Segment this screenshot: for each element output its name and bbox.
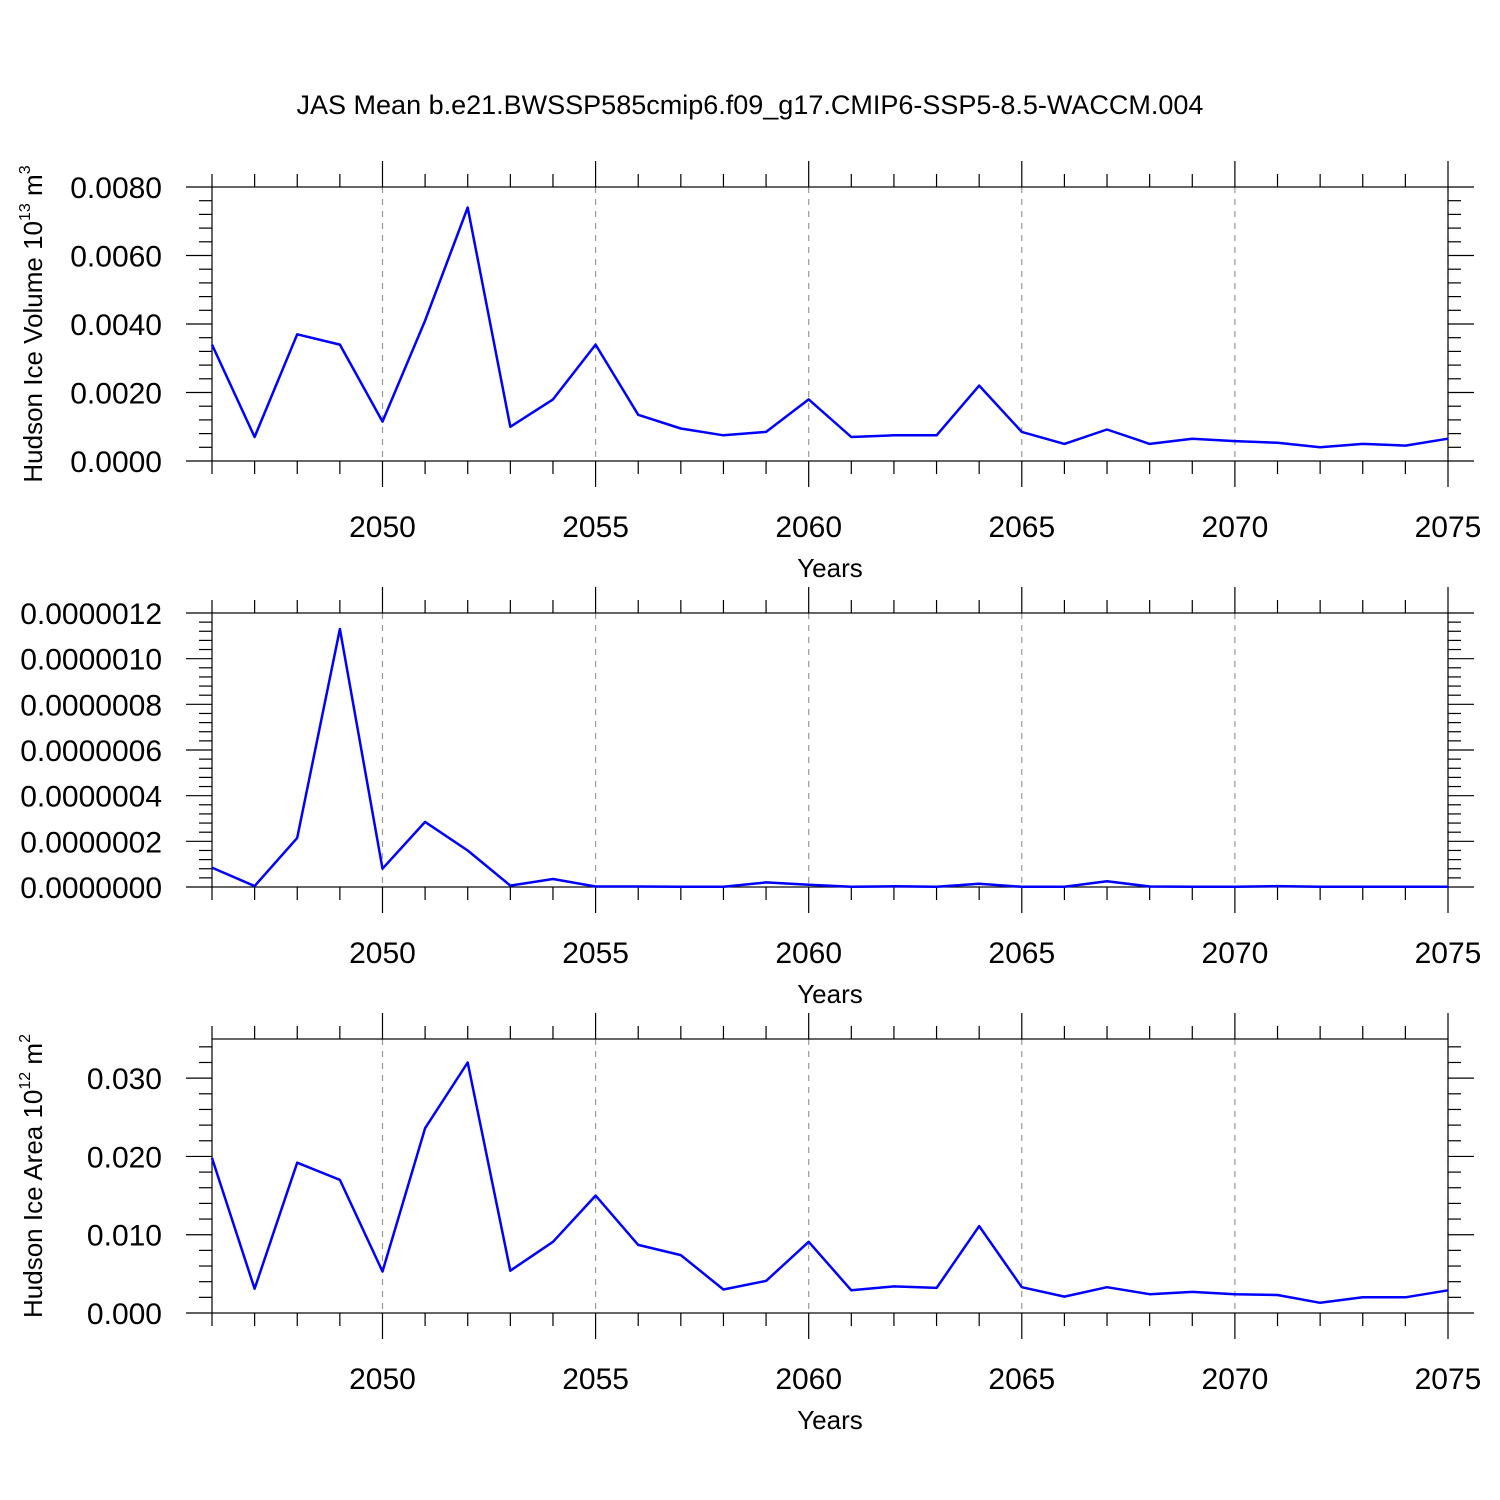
- series-line: [210, 206, 1449, 449]
- y-axis-label-exponent: 12: [17, 1072, 34, 1090]
- y-axis-label: Hudson Ice Volume 1013 m3: [17, 165, 48, 482]
- x-tick-label: 2055: [562, 511, 629, 544]
- y-tick-label: 0.0020: [70, 378, 162, 411]
- x-tick-label: 2065: [988, 1363, 1055, 1396]
- y-axis-label-unit: m: [18, 1043, 48, 1072]
- x-axis-label: Years: [797, 1405, 863, 1435]
- y-axis-label-unit-exponent: 3: [17, 165, 34, 174]
- chart-panel-1: 2050 2055 2060 2065 2070 2075 Years 0.0000 0.002…: [17, 161, 1481, 583]
- plot-frame: [211, 1038, 1449, 1314]
- y-tick-label: 0.030: [87, 1063, 162, 1096]
- y-axis-label-text: Hudson Ice Area 10: [18, 1090, 48, 1318]
- y-tick-label: 0.0000: [70, 446, 162, 479]
- y-tick-label: 0.020: [87, 1141, 162, 1174]
- x-axis-label: Years: [797, 979, 863, 1009]
- x-tick-label: 2070: [1202, 937, 1269, 970]
- x-tick-label: 2075: [1415, 511, 1482, 544]
- y-tick-label: 0.0000010: [20, 644, 162, 677]
- chart-panel-2: 2050 2055 2060 2065 2070 2075 Years 0.0000000 0.…: [20, 587, 1481, 1009]
- x-tick-label: 2075: [1415, 1363, 1482, 1396]
- y-axis-label-unit: m: [18, 174, 48, 203]
- x-tick-label: 2060: [775, 937, 842, 970]
- y-tick-label: 0.0000004: [20, 781, 162, 814]
- x-tick-label: 2065: [988, 937, 1055, 970]
- x-tick-label: 2065: [988, 511, 1055, 544]
- y-tick-label: 0.0080: [70, 172, 162, 205]
- y-axis-label-text: Hudson Ice Volume 10: [18, 221, 48, 483]
- y-tick-label: 0.010: [87, 1220, 162, 1253]
- plot-frame: [211, 186, 1449, 462]
- x-tick-label: 2060: [775, 511, 842, 544]
- y-tick-label: 0.0040: [70, 309, 162, 342]
- x-tick-label: 2050: [349, 1363, 416, 1396]
- chart-title: JAS Mean b.e21.BWSSP585cmip6.f09_g17.CMI…: [297, 90, 1204, 120]
- x-tick-label: 2070: [1202, 1363, 1269, 1396]
- y-axis-label-unit-exponent: 2: [17, 1034, 34, 1043]
- x-tick-label: 2060: [775, 1363, 842, 1396]
- x-tick-label: 2070: [1202, 511, 1269, 544]
- x-tick-label: 2055: [562, 1363, 629, 1396]
- x-tick-label: 2050: [349, 511, 416, 544]
- series-line: [211, 627, 1448, 889]
- x-tick-label: 2055: [562, 937, 629, 970]
- x-tick-label: 2050: [349, 937, 416, 970]
- y-tick-label: 0.0000012: [20, 598, 162, 631]
- y-tick-label: 0.0000008: [20, 689, 162, 722]
- y-tick-label: 0.0000002: [20, 826, 162, 859]
- chart-panel-3: 2050 2055 2060 2065 2070 2075 Years 0.000 0.010 0…: [17, 1013, 1481, 1435]
- y-tick-label: 0.0060: [70, 241, 162, 274]
- y-tick-label: 0.0000006: [20, 735, 162, 768]
- y-axis-label-exponent: 13: [17, 203, 34, 221]
- plot-frame: [211, 612, 1449, 888]
- chart-panels: 2050 2055 2060 2065 2070 2075 Years 0.0000 0.002…: [17, 161, 1481, 1435]
- y-tick-label: 0.0000000: [20, 872, 162, 905]
- y-tick-label: 0.000: [87, 1298, 162, 1331]
- x-axis-label: Years: [797, 553, 863, 583]
- series-line: [210, 1061, 1449, 1305]
- y-axis-label: Hudson Ice Area 1012 m2: [17, 1034, 48, 1318]
- x-tick-label: 2075: [1415, 937, 1482, 970]
